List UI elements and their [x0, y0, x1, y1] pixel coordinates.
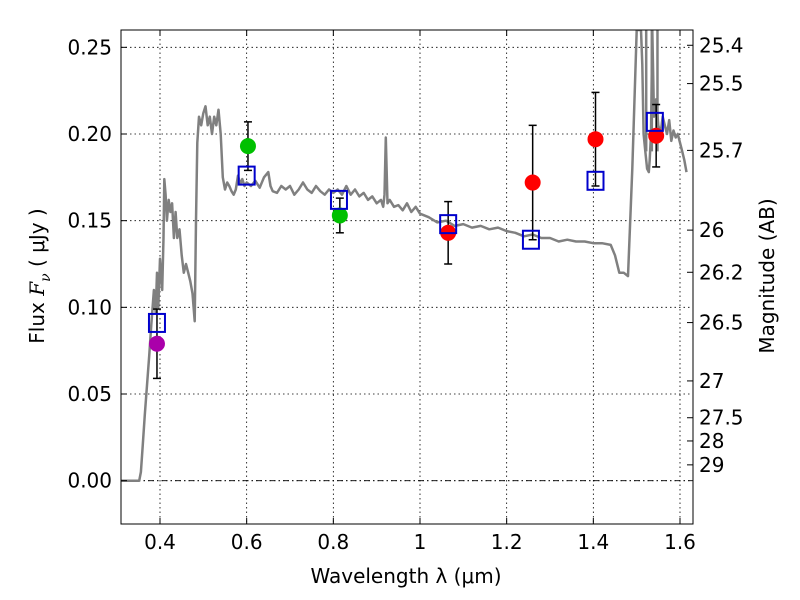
x-tick-label: 1.2: [491, 530, 523, 554]
x-axis-label: Wavelength λ (μm): [310, 564, 501, 588]
magnitude-axis-label: Magnitude (AB): [755, 198, 779, 353]
observed-point: [148, 335, 165, 352]
y-axis-ticks: 0.00 0.05 0.10 0.15 0.20 0.25: [67, 35, 127, 493]
grid: [121, 30, 693, 524]
observed-point: [524, 174, 541, 191]
y-tick-label: 0.25: [67, 35, 112, 59]
x-tick-label: 1.4: [577, 530, 609, 554]
observed-point: [587, 131, 604, 148]
magnitude-tick-label: 25.7: [699, 138, 744, 162]
magnitude-tick-label: 27: [699, 369, 724, 393]
magnitude-tick-label: 26.5: [699, 311, 744, 335]
model-point: [645, 111, 664, 132]
model-point: [586, 170, 605, 191]
y-tick-label: 0.15: [67, 209, 112, 233]
model-point: [237, 165, 256, 186]
plot-area: [121, 30, 688, 482]
model-spectrum-line: [121, 30, 688, 482]
observed-point: [239, 138, 256, 155]
model-point: [147, 312, 166, 333]
y-tick-label: 0.20: [67, 122, 112, 146]
x-tick-label: 0.4: [144, 530, 176, 554]
model-point: [521, 229, 540, 250]
plot-frame: [120, 29, 694, 525]
model-point: [439, 214, 458, 235]
magnitude-tick-label: 25.4: [699, 33, 744, 57]
magnitude-tick-label: 27.5: [699, 406, 744, 430]
x-axis-ticks: 0.4 0.6 0.8 1 1.2 1.4 1.6: [144, 30, 696, 554]
magnitude-tick-label: 26: [699, 218, 724, 242]
magnitude-tick-label: 25.5: [699, 72, 744, 96]
x-tick-label: 1.6: [664, 530, 696, 554]
observed-flux-points: [148, 127, 665, 352]
x-tick-label: 0.8: [317, 530, 349, 554]
magnitude-tick-label: 26.2: [699, 260, 744, 284]
magnitude-tick-label: 29: [699, 453, 724, 477]
model-flux-squares: [147, 111, 664, 333]
observed-point: [331, 207, 348, 224]
x-tick-label: 0.6: [231, 530, 263, 554]
error-bars: [152, 91, 661, 380]
magnitude-tick-label: 28: [699, 429, 724, 453]
y-tick-label: 0.10: [67, 295, 112, 319]
y-tick-label: 0.00: [67, 469, 112, 493]
x-tick-label: 1: [414, 530, 427, 554]
y-tick-label: 0.05: [67, 382, 112, 406]
model-point: [329, 189, 348, 210]
y-axis-label: Flux Fν ( μJy ): [25, 208, 54, 343]
